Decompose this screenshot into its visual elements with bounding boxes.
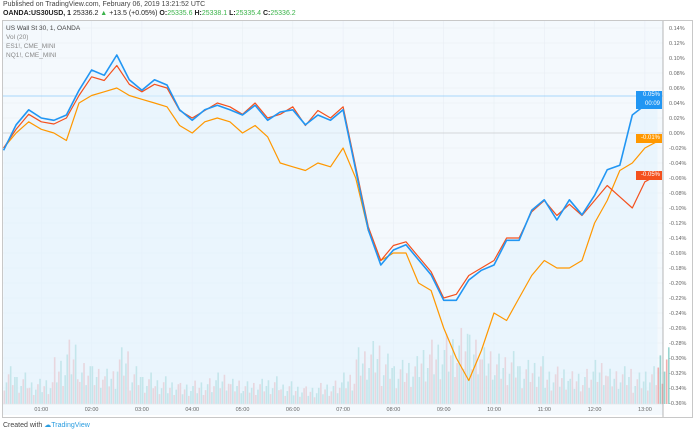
close-label: C: bbox=[262, 10, 271, 17]
y-tick-label: -0.32% bbox=[669, 371, 687, 377]
volume-bar bbox=[659, 355, 662, 404]
y-tick-label: 0.00% bbox=[669, 131, 685, 137]
volume-bar bbox=[667, 347, 670, 404]
x-tick-label: 08:00 bbox=[387, 407, 401, 413]
y-tick-label: 0.02% bbox=[669, 116, 685, 122]
footer-brand[interactable]: TradingView bbox=[51, 422, 90, 429]
up-arrow-icon: ▲ bbox=[100, 10, 108, 17]
published-line: Published on TradingView.com, February 0… bbox=[3, 1, 206, 8]
y-tick-label: 0.12% bbox=[669, 41, 685, 47]
y-tick-label: -0.20% bbox=[669, 281, 687, 287]
x-tick-label: 06:00 bbox=[286, 407, 300, 413]
y-tick-label: 0.06% bbox=[669, 86, 685, 92]
series-line-es1- bbox=[3, 87, 658, 382]
x-tick-label: 05:00 bbox=[236, 407, 250, 413]
volume-bar bbox=[661, 383, 664, 404]
y-tick-label: -0.12% bbox=[669, 221, 687, 227]
legend-volume: Vol (20) bbox=[6, 34, 29, 41]
legend-nq: NQ1!, CME_MINI bbox=[6, 52, 57, 59]
y-tick-label: -0.08% bbox=[669, 191, 687, 197]
y-tick-label: -0.16% bbox=[669, 251, 687, 257]
open-label: O: bbox=[159, 10, 168, 17]
x-tick-label: 01:00 bbox=[34, 407, 48, 413]
y-tick-label: 0.04% bbox=[669, 101, 685, 107]
volume-bar bbox=[663, 371, 666, 404]
y-tick-label: -0.04% bbox=[669, 161, 687, 167]
price-label-main: 0.05% bbox=[636, 91, 662, 100]
y-tick-label: -0.22% bbox=[669, 296, 687, 302]
last-price: 25336.2 bbox=[73, 10, 99, 17]
price-label-nq: -0.05% bbox=[636, 171, 662, 180]
y-tick-label: 0.10% bbox=[669, 56, 685, 62]
y-tick-label: 0.14% bbox=[669, 26, 685, 32]
y-tick-label: -0.18% bbox=[669, 266, 687, 272]
chart-frame[interactable] bbox=[2, 20, 693, 418]
legend-main: US Wall St 30, 1, OANDA bbox=[6, 25, 81, 32]
main-area bbox=[3, 55, 658, 404]
y-tick-label: -0.14% bbox=[669, 236, 687, 242]
y-tick-label: -0.02% bbox=[669, 146, 687, 152]
legend-es: ES1!, CME_MINI bbox=[6, 43, 56, 50]
close-value: 25336.2 bbox=[270, 10, 296, 17]
x-tick-label: 07:00 bbox=[336, 407, 350, 413]
x-tick-label: 04:00 bbox=[185, 407, 199, 413]
high-label: H: bbox=[194, 10, 202, 17]
y-tick-label: -0.34% bbox=[669, 386, 687, 392]
x-tick-label: 02:00 bbox=[85, 407, 99, 413]
price-label-es: -0.01% bbox=[636, 134, 662, 143]
x-tick-label: 13:00 bbox=[638, 407, 652, 413]
high-value: 25338.1 bbox=[201, 10, 228, 17]
x-tick-label: 09:00 bbox=[437, 407, 451, 413]
ohlc-line: OANDA:US30USD, 1 25336.2 ▲ +13.5 (+0.05%… bbox=[3, 10, 296, 17]
series-line-us-wall-st-30 bbox=[2, 54, 658, 302]
change: +13.5 (+0.05%) bbox=[109, 10, 158, 17]
y-tick-label: -0.28% bbox=[669, 341, 687, 347]
volume-bar bbox=[657, 367, 660, 404]
legend: US Wall St 30, 1, OANDA Vol (20) ES1!, C… bbox=[6, 24, 80, 60]
symbol: OANDA:US30USD, 1 bbox=[3, 10, 72, 17]
volume-bar bbox=[665, 359, 668, 404]
x-tick-label: 12:00 bbox=[588, 407, 602, 413]
low-value: 25335.4 bbox=[235, 10, 262, 17]
y-tick-label: -0.26% bbox=[669, 326, 687, 332]
y-tick-label: -0.30% bbox=[669, 356, 687, 362]
x-tick-label: 03:00 bbox=[135, 407, 149, 413]
x-tick-label: 11:00 bbox=[538, 407, 551, 413]
x-tick-label: 10:00 bbox=[487, 407, 501, 413]
footer: Created with ☁TradingView bbox=[3, 421, 90, 429]
y-tick-label: -0.24% bbox=[669, 311, 687, 317]
y-tick-label: -0.10% bbox=[669, 206, 687, 212]
tradingview-logo-icon[interactable]: ☁ bbox=[44, 422, 52, 429]
y-tick-label: 0.08% bbox=[669, 71, 685, 77]
footer-created: Created with bbox=[3, 422, 43, 429]
countdown-label: 00:09 bbox=[636, 100, 662, 109]
low-label: L: bbox=[229, 10, 236, 17]
open-value: 25335.6 bbox=[167, 10, 193, 17]
y-tick-label: -0.36% bbox=[669, 401, 687, 407]
y-tick-label: -0.06% bbox=[669, 176, 687, 182]
